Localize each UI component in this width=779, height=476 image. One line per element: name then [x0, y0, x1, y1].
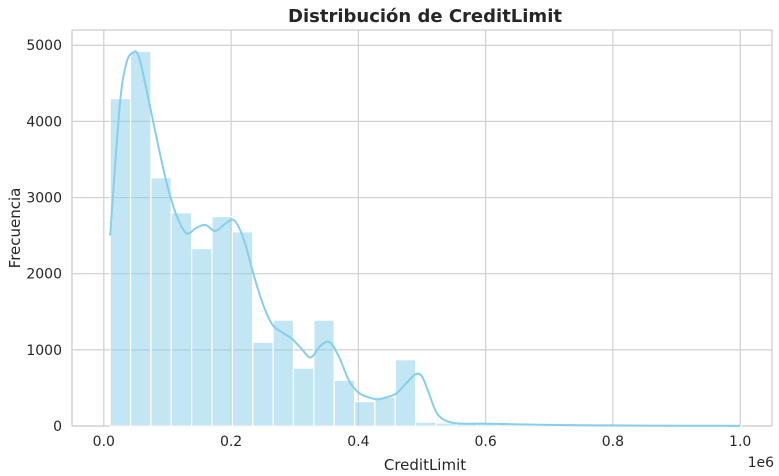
histogram-bar	[374, 396, 396, 427]
x-axis-ticks: 0.0 0.2 0.4 0.6 0.8 1.0	[93, 434, 752, 450]
histogram-bar	[353, 401, 376, 427]
histogram-bar	[150, 177, 172, 427]
histogram-bar	[252, 341, 274, 427]
x-axis-offset-label: 1e6	[748, 455, 775, 471]
x-axis-label: CreditLimit	[384, 456, 466, 474]
x-tick-label: 1.0	[729, 434, 751, 450]
histogram-bar	[231, 231, 254, 427]
histogram-bar	[129, 50, 152, 427]
x-tick-label: 0.0	[93, 434, 115, 450]
chart-title: Distribución de CreditLimit	[288, 6, 562, 27]
histogram-bar	[394, 359, 417, 427]
histogram-bar	[313, 319, 335, 427]
kde-curve	[109, 50, 741, 427]
histogram-bar	[292, 367, 315, 427]
y-axis-ticks: 0 1000 2000 3000 4000 5000	[26, 38, 62, 435]
histogram-bar	[109, 97, 132, 427]
y-tick-label: 0	[53, 419, 62, 435]
y-tick-label: 2000	[26, 267, 62, 283]
histogram-bar	[191, 247, 213, 427]
histogram-bar	[415, 421, 437, 427]
histogram-bar	[333, 379, 356, 427]
x-tick-label: 0.8	[602, 434, 624, 450]
histogram-bar	[170, 212, 193, 427]
histogram-bars	[109, 50, 743, 427]
y-tick-label: 3000	[26, 191, 62, 207]
x-tick-label: 0.2	[220, 434, 242, 450]
histogram-bar	[211, 215, 233, 427]
x-tick-label: 0.4	[347, 434, 369, 450]
x-tick-label: 0.6	[475, 434, 497, 450]
y-axis-label: Frecuencia	[6, 188, 24, 269]
histogram-bar	[272, 319, 295, 427]
y-tick-label: 4000	[26, 114, 62, 130]
y-tick-label: 1000	[26, 343, 62, 359]
y-tick-label: 5000	[26, 38, 62, 54]
